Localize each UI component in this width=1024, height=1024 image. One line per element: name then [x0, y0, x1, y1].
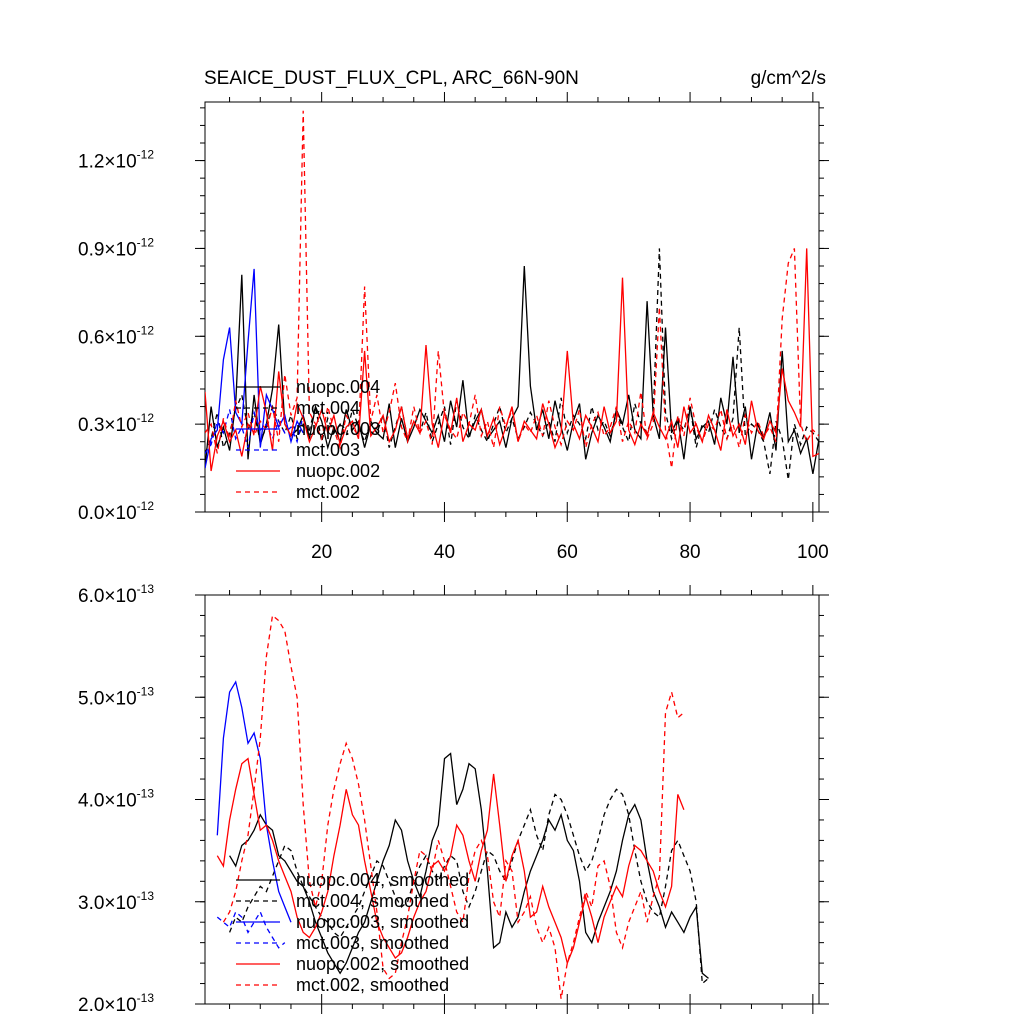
- series-line-mct-002: [205, 110, 819, 469]
- y-tick-label: 0.3×10-12: [78, 411, 154, 436]
- y-tick-exponent: -13: [137, 787, 155, 801]
- legend-label: nuopc.004, smoothed: [296, 870, 469, 890]
- y-tick-exponent: -12: [137, 323, 155, 337]
- top-chart-frame: [204, 101, 820, 513]
- legend-label: nuopc.003: [296, 419, 380, 439]
- legend-label: nuopc.002: [296, 461, 380, 481]
- top-chart-series: [205, 110, 819, 480]
- top-chart-panel: 0.0×10-120.3×10-120.6×10-120.9×10-121.2×…: [78, 92, 829, 563]
- legend-label: mct.002, smoothed: [296, 975, 449, 995]
- top-chart-y-tick-labels: 0.0×10-120.3×10-120.6×10-120.9×10-121.2×…: [78, 148, 154, 524]
- top-chart-ticks: [195, 92, 829, 522]
- y-tick-label: 4.0×10-13: [78, 787, 154, 812]
- bottom-chart-series: [216, 614, 709, 1000]
- y-tick-label: 6.0×10-13: [78, 582, 154, 607]
- series-line-nuopc-004-smoothed: [229, 752, 709, 979]
- legend-label: mct.003: [296, 440, 360, 460]
- y-tick-exponent: -13: [137, 889, 155, 903]
- y-tick-mantissa: 3.0×10: [78, 893, 137, 914]
- y-tick-mantissa: 5.0×10: [78, 688, 137, 709]
- y-tick-exponent: -12: [137, 411, 155, 425]
- series-line-mct-003-smoothed: [216, 910, 286, 949]
- bottom-chart-ticks: [195, 585, 829, 1014]
- y-tick-mantissa: 0.0×10: [78, 503, 137, 524]
- bottom-chart-panel: 2.0×10-133.0×10-134.0×10-135.0×10-136.0×…: [78, 582, 829, 1016]
- y-tick-label: 5.0×10-13: [78, 684, 154, 709]
- y-tick-mantissa: 4.0×10: [78, 791, 137, 812]
- y-tick-mantissa: 0.6×10: [78, 327, 137, 348]
- series-line-nuopc-003: [205, 268, 304, 469]
- y-tick-exponent: -13: [137, 684, 155, 698]
- y-tick-label: 0.0×10-12: [78, 499, 154, 524]
- legend-label: mct.004: [296, 398, 360, 418]
- series-line-nuopc-002-smoothed: [216, 757, 685, 966]
- y-tick-exponent: -12: [137, 235, 155, 249]
- legend-label: nuopc.002, smoothed: [296, 954, 469, 974]
- legend-label: nuopc.004: [296, 377, 380, 397]
- y-tick-exponent: -13: [137, 991, 155, 1005]
- top-chart-x-tick-labels: 20 40 60 80 100: [311, 542, 829, 563]
- y-tick-label: 3.0×10-13: [78, 889, 154, 914]
- y-tick-mantissa: 2.0×10: [78, 995, 137, 1016]
- series-line-nuopc-002: [205, 248, 819, 472]
- x-tick-label: 100: [797, 542, 829, 563]
- top-chart-units: g/cm^2/s: [751, 68, 826, 89]
- x-tick-label: 40: [434, 542, 455, 563]
- legend-label: nuopc.003, smoothed: [296, 912, 469, 932]
- y-tick-exponent: -12: [137, 499, 155, 513]
- y-tick-mantissa: 1.2×10: [78, 152, 137, 173]
- y-tick-mantissa: 0.9×10: [78, 239, 137, 260]
- series-line-nuopc-004: [205, 265, 819, 475]
- y-tick-label: 2.0×10-13: [78, 991, 154, 1016]
- top-chart-legend: nuopc.004mct.004nuopc.003mct.003nuopc.00…: [236, 377, 380, 502]
- x-tick-label: 60: [557, 542, 578, 563]
- y-tick-label: 1.2×10-12: [78, 148, 154, 173]
- series-line-mct-003: [205, 409, 304, 454]
- y-tick-label: 0.9×10-12: [78, 235, 154, 260]
- y-tick-exponent: -13: [137, 582, 155, 596]
- y-tick-exponent: -12: [137, 148, 155, 162]
- series-line-mct-004: [205, 248, 819, 480]
- legend-label: mct.002: [296, 482, 360, 502]
- x-tick-label: 80: [679, 542, 700, 563]
- top-chart-title: SEAICE_DUST_FLUX_CPL, ARC_66N-90N: [204, 68, 579, 89]
- bottom-chart-y-tick-labels: 2.0×10-133.0×10-134.0×10-135.0×10-136.0×…: [78, 582, 154, 1016]
- y-tick-label: 0.6×10-12: [78, 323, 154, 348]
- y-tick-mantissa: 6.0×10: [78, 586, 137, 607]
- series-line-mct-004-smoothed: [228, 788, 709, 985]
- y-tick-mantissa: 0.3×10: [78, 415, 137, 436]
- x-tick-label: 20: [311, 542, 332, 563]
- legend-label: mct.004, smoothed: [296, 891, 449, 911]
- series-line-mct-002-smoothed: [222, 614, 685, 1000]
- legend-label: mct.003, smoothed: [296, 933, 449, 953]
- series-line-nuopc-003-smoothed: [216, 680, 292, 923]
